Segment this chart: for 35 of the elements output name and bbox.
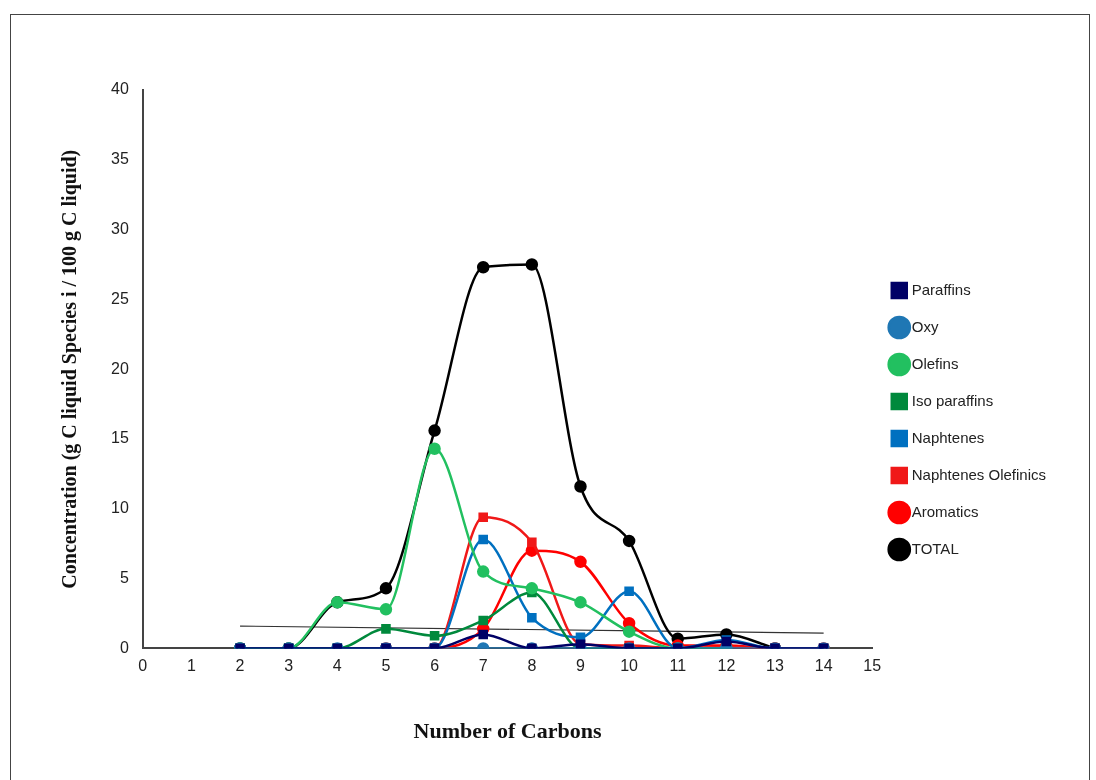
- y-tick-label: 15: [111, 429, 129, 447]
- x-tick-label: 8: [527, 657, 537, 675]
- x-tick-label: 12: [717, 657, 736, 675]
- y-tick-label: 35: [111, 150, 129, 168]
- x-tick-label: 10: [620, 657, 639, 675]
- x-tick-label: 11: [669, 657, 687, 675]
- y-tick-label: 30: [111, 220, 129, 238]
- x-tick-label: 9: [576, 657, 586, 675]
- y-tick-label: 10: [111, 499, 129, 517]
- x-tick-label: 15: [863, 657, 882, 675]
- legend-label: Paraffins: [911, 280, 971, 298]
- x-tick-label: 1: [186, 657, 196, 675]
- y-tick-label: 40: [111, 80, 129, 98]
- x-tick-label: 6: [430, 657, 440, 675]
- x-tick-label: 5: [381, 657, 391, 675]
- x-tick-label: 7: [478, 657, 488, 675]
- x-tick-label: 14: [814, 657, 833, 675]
- x-tick-label: 4: [332, 657, 342, 675]
- x-tick-label: 13: [766, 657, 784, 675]
- y-tick-label: 5: [119, 569, 129, 587]
- y-tick-label: 20: [111, 359, 129, 377]
- legend-label: Naphtenes: [911, 428, 985, 446]
- x-tick-label: 0: [138, 657, 148, 675]
- x-tick-label: 3: [284, 657, 294, 675]
- legend-label: Naphtenes Olefinics: [911, 465, 1047, 483]
- legend-label: Aromatics: [911, 502, 979, 520]
- y-tick-label: 25: [111, 289, 129, 307]
- y-tick-label: 0: [119, 638, 129, 656]
- legend-label: Iso paraffins: [911, 391, 994, 409]
- legend-label: TOTAL: [911, 539, 959, 557]
- legend-label: Oxy: [911, 317, 939, 335]
- x-axis-title: Number of Carbons: [413, 718, 602, 744]
- y-axis-title: Concentration (g C liquid Species i / 100 g C liquid): [58, 149, 82, 589]
- x-tick-label: 2: [235, 657, 245, 675]
- legend-label: Olefins: [911, 354, 959, 372]
